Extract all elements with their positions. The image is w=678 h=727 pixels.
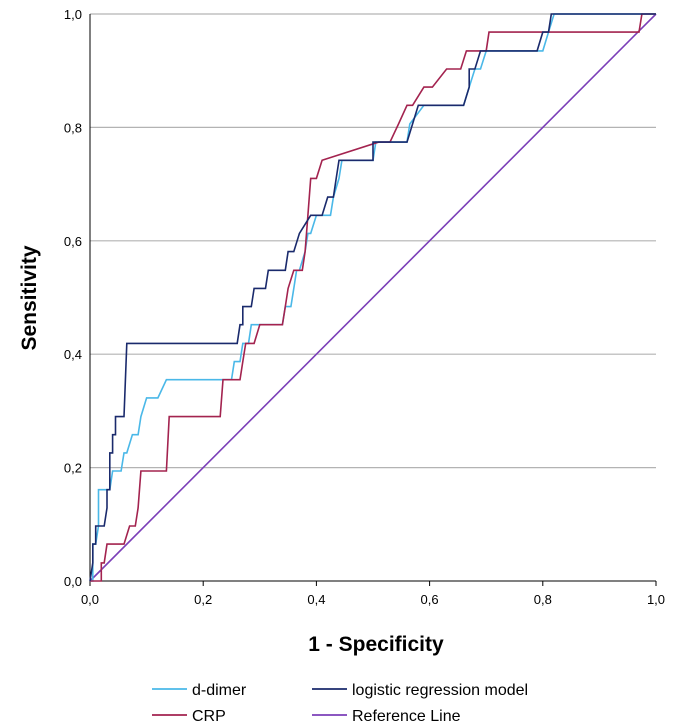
y-tick-label: 0,6 [64, 234, 82, 249]
x-axis-title: 1 - Specificity [308, 633, 444, 656]
y-tick-label: 0,2 [64, 461, 82, 476]
x-tick-label: 1,0 [647, 592, 665, 607]
legend-label-d-dimer: d-dimer [192, 682, 247, 699]
x-tick-label: 0,0 [81, 592, 99, 607]
series-line-logistic-regression-model [89, 13, 656, 582]
y-tick-label: 0,0 [64, 574, 82, 589]
grid-lines [90, 13, 656, 469]
legend-label-reference-line: Reference Line [352, 708, 461, 725]
axes [89, 14, 657, 586]
legend: d-dimer logistic regression model CRP Refer… [152, 682, 528, 725]
series-lines [89, 13, 657, 582]
x-tick-label: 0,8 [534, 592, 552, 607]
series-line-reference-line [89, 13, 657, 582]
series-line-crp [90, 13, 656, 582]
legend-label-logistic-regression-model: logistic regression model [352, 682, 528, 699]
y-tick-label: 0,8 [64, 120, 82, 135]
x-tick-label: 0,2 [194, 592, 212, 607]
x-tick-label: 0,4 [307, 592, 325, 607]
tick-labels: 0,0 0,2 0,4 0,6 0,8 1,0 0,0 0,2 0,4 0,6 0,8 1,0 [64, 7, 665, 607]
y-tick-label: 0,4 [64, 347, 82, 362]
x-tick-label: 0,6 [421, 592, 439, 607]
y-axis-title: Sensitivity [18, 245, 41, 350]
legend-label-crp: CRP [192, 708, 226, 725]
y-tick-label: 1,0 [64, 7, 82, 22]
